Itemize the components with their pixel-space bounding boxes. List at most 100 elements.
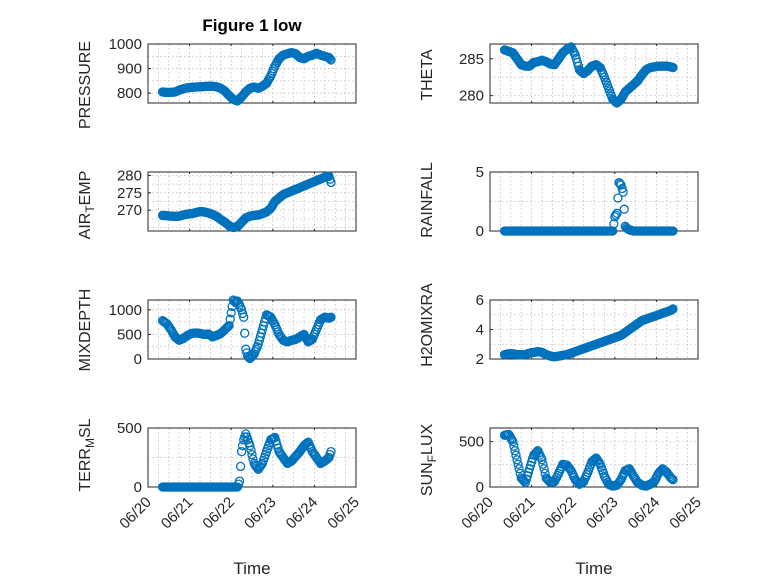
x-tick-label: 06/20 — [116, 494, 155, 533]
subplot-6: 2 4 6 H2OMIXRA — [419, 283, 699, 368]
y-tick-label: 280 — [459, 88, 484, 105]
data-point — [512, 455, 522, 465]
data-point — [237, 308, 248, 319]
data-point — [247, 449, 257, 460]
subplot-8: 0 500 06/20 06/21 06/22 06/23 06/24 06/25 SUNFLU… — [419, 424, 705, 533]
y-tick-label: 0 — [476, 223, 484, 240]
data-point — [325, 54, 335, 64]
y-tick-label: 0 — [134, 479, 142, 496]
data-point — [539, 464, 549, 474]
x-tick-label: 06/24 — [625, 494, 664, 533]
y-axis-label: PRESSURE — [77, 41, 94, 129]
data-point — [665, 471, 675, 482]
y-tick-label: 500 — [459, 434, 484, 451]
y-axis-label: MIXDEPTH — [77, 289, 94, 372]
data-point — [614, 477, 624, 488]
data-point — [668, 62, 678, 73]
data-point — [514, 464, 524, 474]
y-tick-label: 275 — [117, 185, 142, 202]
subplot-5: 0 500 1000 MIXDEPTH — [77, 289, 357, 372]
y-axis-label: SUNFLUX — [419, 424, 439, 497]
y-tick-label: 1000 — [109, 302, 142, 319]
subplot-1: 800 900 1000 PRESSURE — [77, 36, 357, 129]
subplot-2: 280 285 THETA — [419, 42, 699, 108]
figure-title: Figure 1 low — [202, 16, 302, 35]
data-point — [324, 52, 334, 63]
data-point — [668, 475, 678, 485]
x-tick-label: 06/21 — [158, 494, 197, 533]
data-point — [326, 55, 336, 65]
data-point — [588, 456, 598, 466]
x-axis-label-left: Time — [233, 559, 270, 578]
data-point — [225, 314, 235, 324]
data-point — [511, 450, 521, 460]
axes-frame — [489, 427, 699, 488]
data-point — [510, 446, 520, 456]
data-point — [326, 177, 336, 188]
y-tick-label: 900 — [117, 61, 142, 78]
data-point — [615, 179, 625, 189]
axes-frame — [147, 43, 357, 104]
y-tick-label: 5 — [476, 164, 484, 181]
x-tick-label: 06/25 — [324, 494, 363, 533]
data-point — [164, 321, 174, 332]
x-tick-label: 06/23 — [241, 494, 280, 533]
y-tick-label: 800 — [117, 85, 142, 102]
y-tick-label: 0 — [476, 479, 484, 496]
data-point — [612, 208, 622, 218]
data-point — [222, 322, 232, 333]
data-point — [667, 474, 677, 484]
axes-frame — [147, 427, 357, 488]
y-tick-label: 285 — [459, 51, 484, 68]
x-tick-label: 06/25 — [666, 494, 705, 533]
x-tick-label: 06/24 — [283, 494, 322, 533]
data-point — [608, 226, 618, 236]
data-point — [618, 187, 628, 197]
y-axis-label: TERRMSL — [77, 418, 97, 491]
data-point — [246, 445, 256, 455]
data-point — [537, 455, 547, 465]
data-point — [226, 308, 236, 318]
data-point — [513, 459, 523, 469]
data-point — [538, 459, 548, 469]
data-point — [611, 210, 621, 220]
subplot-4: 0 5 RAINFALL — [419, 162, 699, 240]
y-tick-label: 270 — [117, 202, 142, 219]
data-point — [619, 204, 629, 214]
y-tick-label: 500 — [117, 326, 142, 343]
y-tick-label: 4 — [476, 322, 484, 339]
data-point — [589, 455, 599, 465]
y-axis-label: AIRTEMP — [77, 171, 97, 240]
y-axis-label: H2OMIXRA — [419, 283, 436, 367]
data-point — [247, 351, 257, 361]
data-point — [617, 183, 627, 194]
data-point — [235, 461, 246, 472]
data-point — [224, 320, 234, 331]
data-point — [322, 454, 332, 464]
y-axis-label: THETA — [419, 49, 436, 101]
y-tick-label: 1000 — [109, 36, 142, 53]
x-tick-label: 06/20 — [458, 494, 497, 533]
y-tick-label: 6 — [476, 292, 484, 309]
data-point — [240, 328, 250, 338]
data-point — [666, 473, 676, 483]
x-tick-label: 06/21 — [500, 494, 539, 533]
data-point — [248, 454, 258, 464]
data-point — [609, 219, 619, 229]
data-point — [221, 323, 231, 334]
data-point — [234, 476, 245, 486]
data-point — [508, 436, 518, 447]
x-tick-label: 06/22 — [541, 494, 580, 533]
x-tick-label: 06/22 — [199, 494, 238, 533]
data-point — [236, 446, 247, 457]
data-point — [615, 95, 625, 105]
x-axis-label-right: Time — [575, 559, 612, 578]
axes-frame — [489, 43, 699, 104]
data-point — [239, 312, 249, 322]
data-point — [613, 193, 623, 203]
y-tick-label: 0 — [134, 351, 142, 368]
data-point — [326, 446, 336, 457]
data-point — [507, 435, 517, 445]
data-point — [564, 463, 574, 473]
